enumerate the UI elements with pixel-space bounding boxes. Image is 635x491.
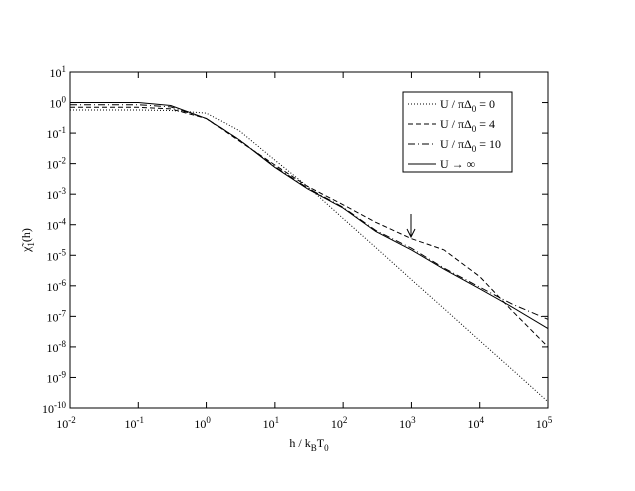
y-tick-label: 10-9: [47, 369, 67, 385]
legend-label: U → ∞: [440, 157, 475, 171]
series-line: [70, 109, 549, 403]
series-line: [70, 106, 549, 348]
legend-label: U / πΔ0 = 0: [440, 97, 495, 114]
x-tick-label: 10-2: [56, 415, 76, 431]
y-tick-label: 101: [50, 64, 67, 80]
y-tick-label: 10-1: [47, 125, 67, 141]
series-line: [70, 102, 549, 329]
y-tick-label: 100: [50, 95, 67, 111]
y-tick-label: 10-4: [47, 217, 67, 233]
legend-label: U / πΔ0 = 10: [440, 137, 501, 154]
x-tick-label: 100: [194, 415, 211, 431]
y-tick-label: 10-2: [47, 156, 67, 172]
x-axis-label: h / kBT0: [289, 436, 329, 453]
legend-box: [402, 91, 513, 173]
annotation-arrowhead: [406, 228, 416, 239]
x-tick-label: 104: [467, 415, 484, 431]
x-tick-label: 10-1: [125, 415, 145, 431]
x-tick-label: 102: [331, 415, 348, 431]
legend-label: U / πΔ0 = 4: [440, 117, 495, 134]
y-axis-label: χ̃1(h): [19, 228, 36, 253]
y-tick-label: 10-6: [47, 278, 67, 294]
y-tick-label: 10-7: [47, 308, 67, 324]
series-line: [70, 104, 549, 320]
x-tick-label: 103: [399, 415, 416, 431]
x-tick-label: 105: [536, 415, 553, 431]
y-tick-label: 10-10: [42, 400, 66, 416]
y-tick-label: 10-8: [47, 339, 67, 355]
y-tick-label: 10-5: [47, 247, 67, 263]
x-tick-label: 101: [263, 415, 280, 431]
y-tick-label: 10-3: [47, 186, 67, 202]
plot-frame: [69, 71, 549, 409]
